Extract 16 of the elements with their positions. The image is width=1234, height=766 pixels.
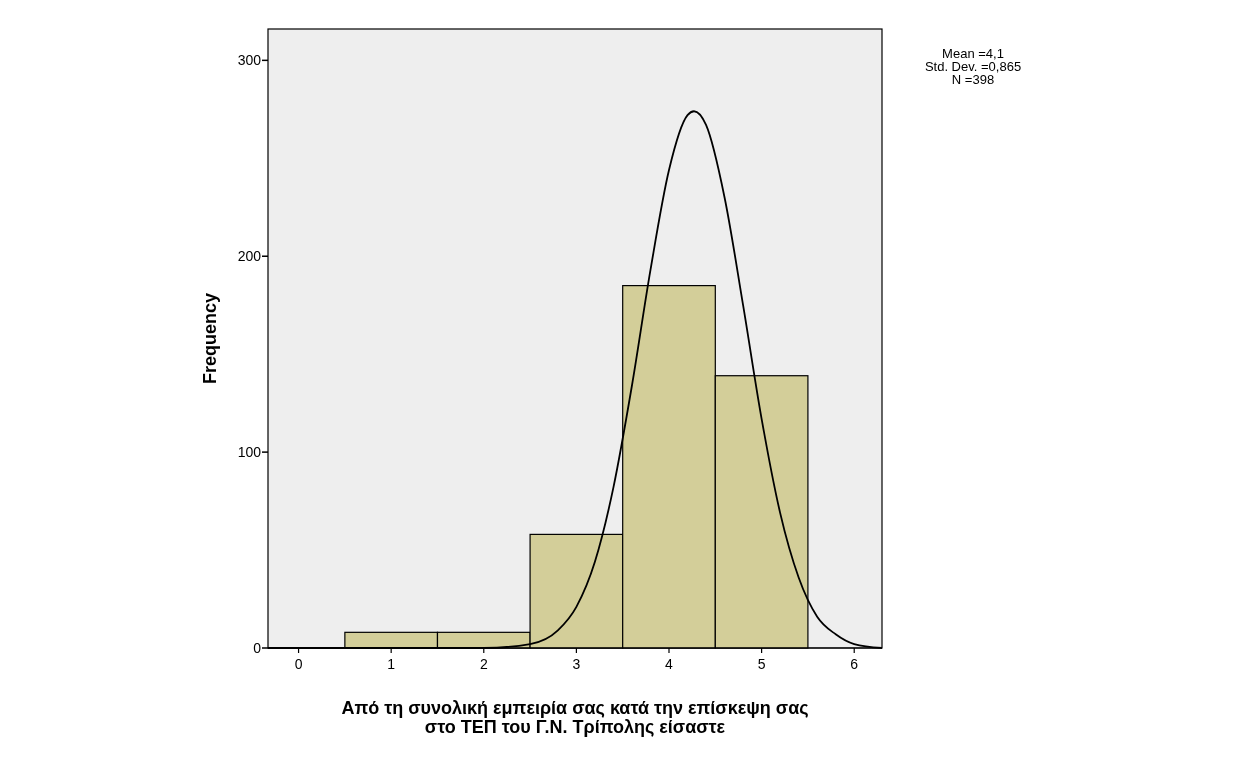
x-tick-label: 3 [572, 656, 581, 672]
x-tick-label: 1 [387, 656, 396, 672]
x-tick-label: 0 [294, 656, 303, 672]
y-axis-title: Frequency [200, 292, 220, 385]
text: Std. Dev. =0,865 [924, 59, 1022, 74]
x-axis-title: Από τη συνολική εμπειρία σας κατά την επίσκεψη σας στο ΤΕΠ του Γ.Ν. Τρίπολης είσαστε [341, 698, 809, 737]
y-tick-label: 300 [237, 52, 262, 69]
y-tick-label: 100 [237, 444, 262, 461]
text: N =398 [951, 72, 995, 87]
x-tick-label: 2 [479, 656, 488, 672]
y-tick-label: 200 [237, 248, 262, 265]
x-tick-label: 6 [850, 656, 859, 672]
x-tick-label: 5 [757, 656, 766, 672]
text: Mean =4,1 [942, 46, 1004, 61]
x-tick-label: 4 [665, 656, 674, 672]
y-tick-label: 0 [253, 639, 262, 656]
